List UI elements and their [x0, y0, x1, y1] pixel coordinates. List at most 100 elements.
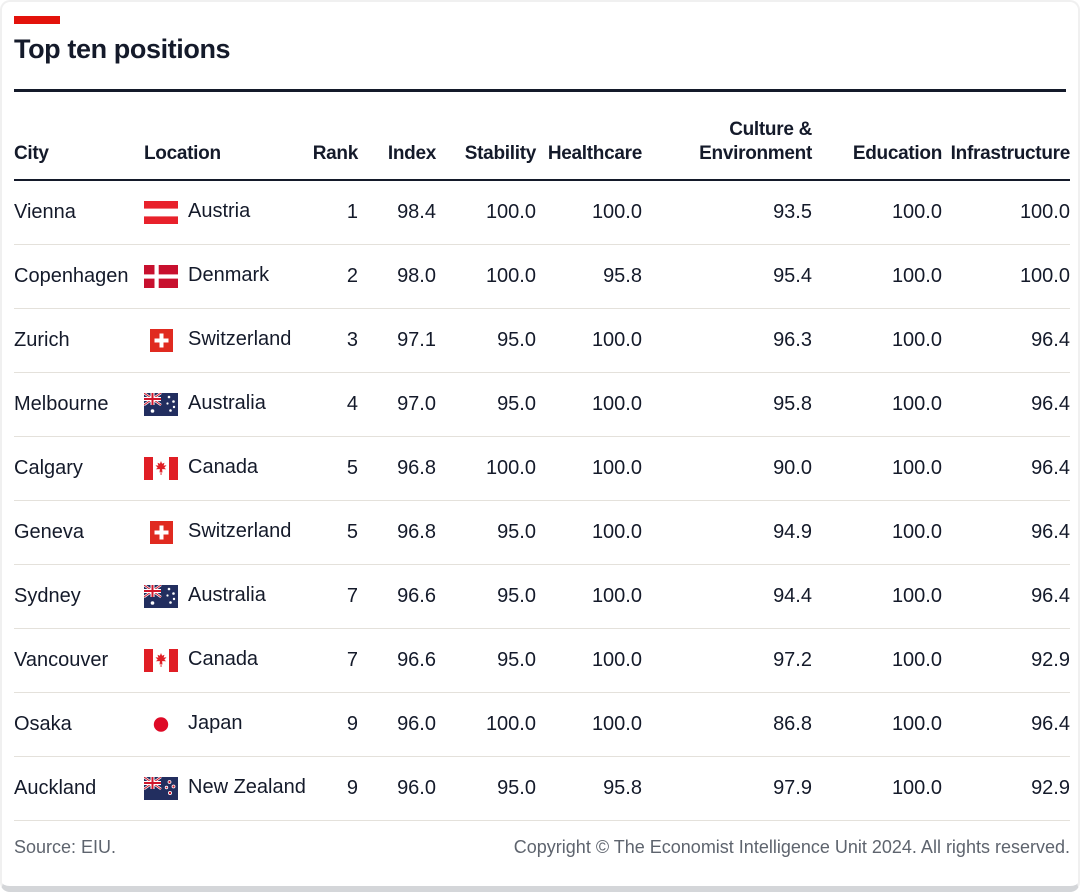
- cell-education: 100.0: [812, 244, 942, 309]
- cell-index: 97.0: [358, 372, 436, 437]
- cell-infrastructure: 96.4: [942, 500, 1070, 565]
- cell-city: Calgary: [14, 436, 144, 501]
- country-name: Australia: [188, 392, 266, 415]
- country-name: Switzerland: [188, 328, 292, 351]
- cell-culture_environment: 94.4: [642, 564, 812, 629]
- country-name: Switzerland: [188, 520, 292, 543]
- cell-stability: 95.0: [436, 372, 536, 437]
- cell-healthcare: 100.0: [536, 500, 642, 565]
- flag-australia-icon: [144, 584, 178, 608]
- cell-index: 96.0: [358, 756, 436, 821]
- table-row: Copenhagen Denmark 2 98.0 100.0 95.8 95.4 100.0…: [14, 244, 1070, 309]
- cell-culture_environment: 93.5: [642, 179, 812, 245]
- cell-infrastructure: 100.0: [942, 244, 1070, 309]
- col-header-index: Index: [358, 92, 436, 181]
- cell-healthcare: 100.0: [536, 308, 642, 373]
- cell-rank: 1: [306, 179, 358, 245]
- cell-culture_environment: 94.9: [642, 500, 812, 565]
- country-name: Canada: [188, 648, 259, 671]
- table-row: Sydney Australia 7 96.6 95.0 100.0 94.4 100.0 96…: [14, 564, 1070, 629]
- table-row: Calgary Canada 5 96.8 100.0 100.0 90.0 100.0 96.…: [14, 436, 1070, 501]
- country-name: Denmark: [188, 264, 270, 287]
- cell-education: 100.0: [812, 436, 942, 501]
- rankings-table: City Location Rank Index Stability Healthcare…: [14, 92, 1070, 821]
- cell-index: 96.8: [358, 500, 436, 565]
- cell-rank: 7: [306, 628, 358, 693]
- source-note: Source: EIU.: [14, 836, 117, 857]
- cell-stability: 100.0: [436, 436, 536, 501]
- cell-stability: 95.0: [436, 756, 536, 821]
- cell-location: Australia: [144, 372, 306, 437]
- cell-infrastructure: 92.9: [942, 756, 1070, 821]
- table-row: Osaka Japan 9 96.0 100.0 100.0 86.8 100.0 96.4: [14, 692, 1070, 757]
- cell-healthcare: 100.0: [536, 564, 642, 629]
- flag-switzerland-icon: [144, 520, 178, 544]
- cell-stability: 95.0: [436, 308, 536, 373]
- cell-culture_environment: 95.8: [642, 372, 812, 437]
- cell-location: Canada: [144, 628, 306, 693]
- cell-healthcare: 100.0: [536, 179, 642, 245]
- cell-index: 97.1: [358, 308, 436, 373]
- country-name: Austria: [188, 200, 251, 223]
- cell-healthcare: 95.8: [536, 244, 642, 309]
- table-row: Vienna Austria 1 98.4 100.0 100.0 93.5 100.0 100…: [14, 179, 1070, 245]
- table-row: Vancouver Canada 7 96.6 95.0 100.0 97.2 100.0 92…: [14, 628, 1070, 693]
- table-row: Geneva Switzerland 5 96.8 95.0 100.0 94.9 100.0…: [14, 500, 1070, 565]
- col-header-stability: Stability: [436, 92, 536, 181]
- cell-infrastructure: 96.4: [942, 308, 1070, 373]
- cell-city: Osaka: [14, 692, 144, 757]
- cell-culture_environment: 97.9: [642, 756, 812, 821]
- cell-education: 100.0: [812, 564, 942, 629]
- cell-city: Vienna: [14, 179, 144, 245]
- cell-infrastructure: 96.4: [942, 436, 1070, 501]
- col-header-location: Location: [144, 92, 306, 181]
- table-row: Melbourne Australia 4 97.0 95.0 100.0 95.8 100.…: [14, 372, 1070, 437]
- accent-bar: [14, 16, 60, 24]
- cell-stability: 100.0: [436, 692, 536, 757]
- copyright-note: Copyright © The Economist Intelligence U…: [513, 836, 1070, 857]
- cell-city: Geneva: [14, 500, 144, 565]
- table-row: Zurich Switzerland 3 97.1 95.0 100.0 96.3 100.0…: [14, 308, 1070, 373]
- cell-infrastructure: 96.4: [942, 692, 1070, 757]
- cell-culture_environment: 96.3: [642, 308, 812, 373]
- cell-rank: 9: [306, 756, 358, 821]
- cell-infrastructure: 96.4: [942, 564, 1070, 629]
- cell-healthcare: 100.0: [536, 628, 642, 693]
- footer: Source: EIU. Copyright © The Economist I…: [14, 837, 1070, 858]
- cell-rank: 9: [306, 692, 358, 757]
- cell-culture_environment: 97.2: [642, 628, 812, 693]
- col-header-infrastructure: Infrastructure: [942, 92, 1070, 181]
- cell-culture_environment: 90.0: [642, 436, 812, 501]
- cell-city: Auckland: [14, 756, 144, 821]
- cell-stability: 95.0: [436, 500, 536, 565]
- cell-location: Japan: [144, 692, 306, 757]
- cell-culture_environment: 86.8: [642, 692, 812, 757]
- cell-infrastructure: 96.4: [942, 372, 1070, 437]
- cell-location: Canada: [144, 436, 306, 501]
- cell-infrastructure: 100.0: [942, 179, 1070, 245]
- col-header-healthcare: Healthcare: [536, 92, 642, 181]
- cell-rank: 2: [306, 244, 358, 309]
- cell-culture_environment: 95.4: [642, 244, 812, 309]
- cell-rank: 3: [306, 308, 358, 373]
- cell-index: 96.6: [358, 628, 436, 693]
- cell-rank: 5: [306, 500, 358, 565]
- flag-canada-icon: [144, 456, 178, 480]
- flag-austria-icon: [144, 200, 178, 224]
- cell-healthcare: 100.0: [536, 692, 642, 757]
- cell-rank: 4: [306, 372, 358, 437]
- cell-location: Australia: [144, 564, 306, 629]
- col-header-education: Education: [812, 92, 942, 181]
- cell-location: Denmark: [144, 244, 306, 309]
- cell-location: New Zealand: [144, 756, 306, 821]
- col-header-city: City: [14, 92, 144, 181]
- cell-education: 100.0: [812, 500, 942, 565]
- flag-denmark-icon: [144, 264, 178, 288]
- table-row: Auckland New Zealand 9 96.0 95.0 95.8 97.9 100.…: [14, 756, 1070, 821]
- col-header-culture_environment: Culture & Environment: [642, 92, 812, 181]
- cell-stability: 95.0: [436, 564, 536, 629]
- col-header-rank: Rank: [306, 92, 358, 181]
- flag-canada-icon: [144, 648, 178, 672]
- cell-city: Zurich: [14, 308, 144, 373]
- country-name: Canada: [188, 456, 259, 479]
